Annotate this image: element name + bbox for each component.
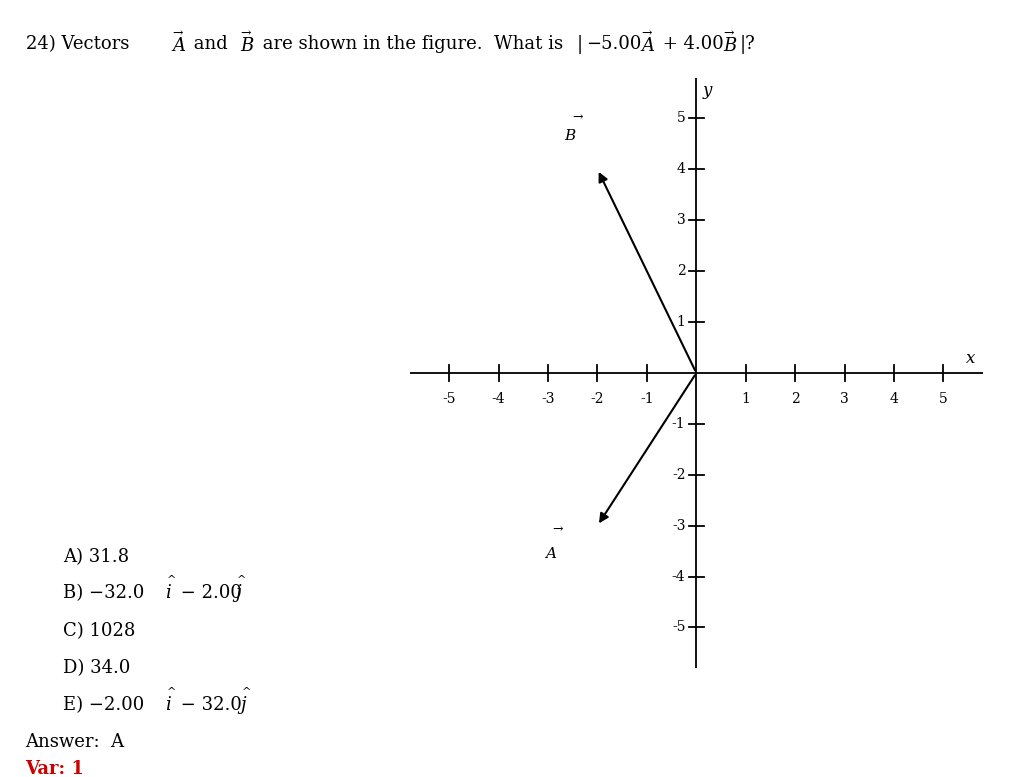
Text: ^: ^: [167, 687, 176, 697]
Text: 3: 3: [841, 392, 849, 406]
Text: and: and: [188, 35, 233, 53]
Text: -5: -5: [442, 392, 456, 406]
Text: E) −2.00: E) −2.00: [63, 696, 144, 714]
Text: 5: 5: [939, 392, 948, 406]
Text: A) 31.8: A) 31.8: [63, 548, 130, 566]
Text: − 32.0: − 32.0: [175, 696, 242, 714]
Text: B: B: [241, 37, 254, 54]
Text: -4: -4: [672, 570, 685, 584]
Text: 5: 5: [677, 111, 685, 125]
Text: →: →: [641, 27, 651, 40]
Text: -2: -2: [672, 468, 685, 482]
Text: |?: |?: [739, 35, 755, 54]
Text: 2: 2: [791, 392, 800, 406]
Text: Var: 1: Var: 1: [26, 760, 84, 777]
Text: -3: -3: [542, 392, 555, 406]
Text: B: B: [564, 129, 575, 143]
Text: A: A: [545, 547, 556, 561]
Text: j: j: [236, 584, 241, 602]
Text: 1: 1: [677, 315, 685, 329]
Text: |: |: [577, 35, 583, 54]
Text: C) 1028: C) 1028: [63, 622, 136, 639]
Text: y: y: [702, 82, 712, 99]
Text: →: →: [572, 110, 583, 124]
Text: Answer:  A: Answer: A: [26, 733, 125, 751]
Text: -1: -1: [640, 392, 653, 406]
Text: 3: 3: [677, 213, 685, 227]
Text: →: →: [241, 27, 251, 40]
Text: i: i: [165, 696, 171, 714]
Text: 1: 1: [741, 392, 751, 406]
Text: 2: 2: [677, 264, 685, 278]
Text: −5.00: −5.00: [586, 35, 641, 53]
Text: are shown in the figure.  What is: are shown in the figure. What is: [257, 35, 569, 53]
Text: 4: 4: [890, 392, 898, 406]
Text: ^: ^: [237, 575, 246, 585]
Text: →: →: [172, 27, 182, 40]
Text: j: j: [241, 696, 246, 714]
Text: →: →: [553, 523, 563, 536]
Text: →: →: [723, 27, 733, 40]
Text: ^: ^: [242, 687, 251, 697]
Text: A: A: [172, 37, 185, 54]
Text: -1: -1: [672, 417, 685, 431]
Text: i: i: [165, 584, 171, 602]
Text: -5: -5: [672, 621, 685, 635]
Text: A: A: [641, 37, 654, 54]
Text: 24) Vectors: 24) Vectors: [26, 35, 135, 53]
Text: -3: -3: [672, 519, 685, 533]
Text: D) 34.0: D) 34.0: [63, 659, 131, 677]
Text: − 2.00: − 2.00: [175, 584, 242, 602]
Text: ^: ^: [167, 575, 176, 585]
Text: B) −32.0: B) −32.0: [63, 584, 144, 602]
Text: + 4.00: + 4.00: [657, 35, 724, 53]
Text: 4: 4: [677, 162, 685, 176]
Text: x: x: [966, 350, 976, 368]
Text: B: B: [723, 37, 736, 54]
Text: -4: -4: [492, 392, 506, 406]
Text: -2: -2: [591, 392, 604, 406]
